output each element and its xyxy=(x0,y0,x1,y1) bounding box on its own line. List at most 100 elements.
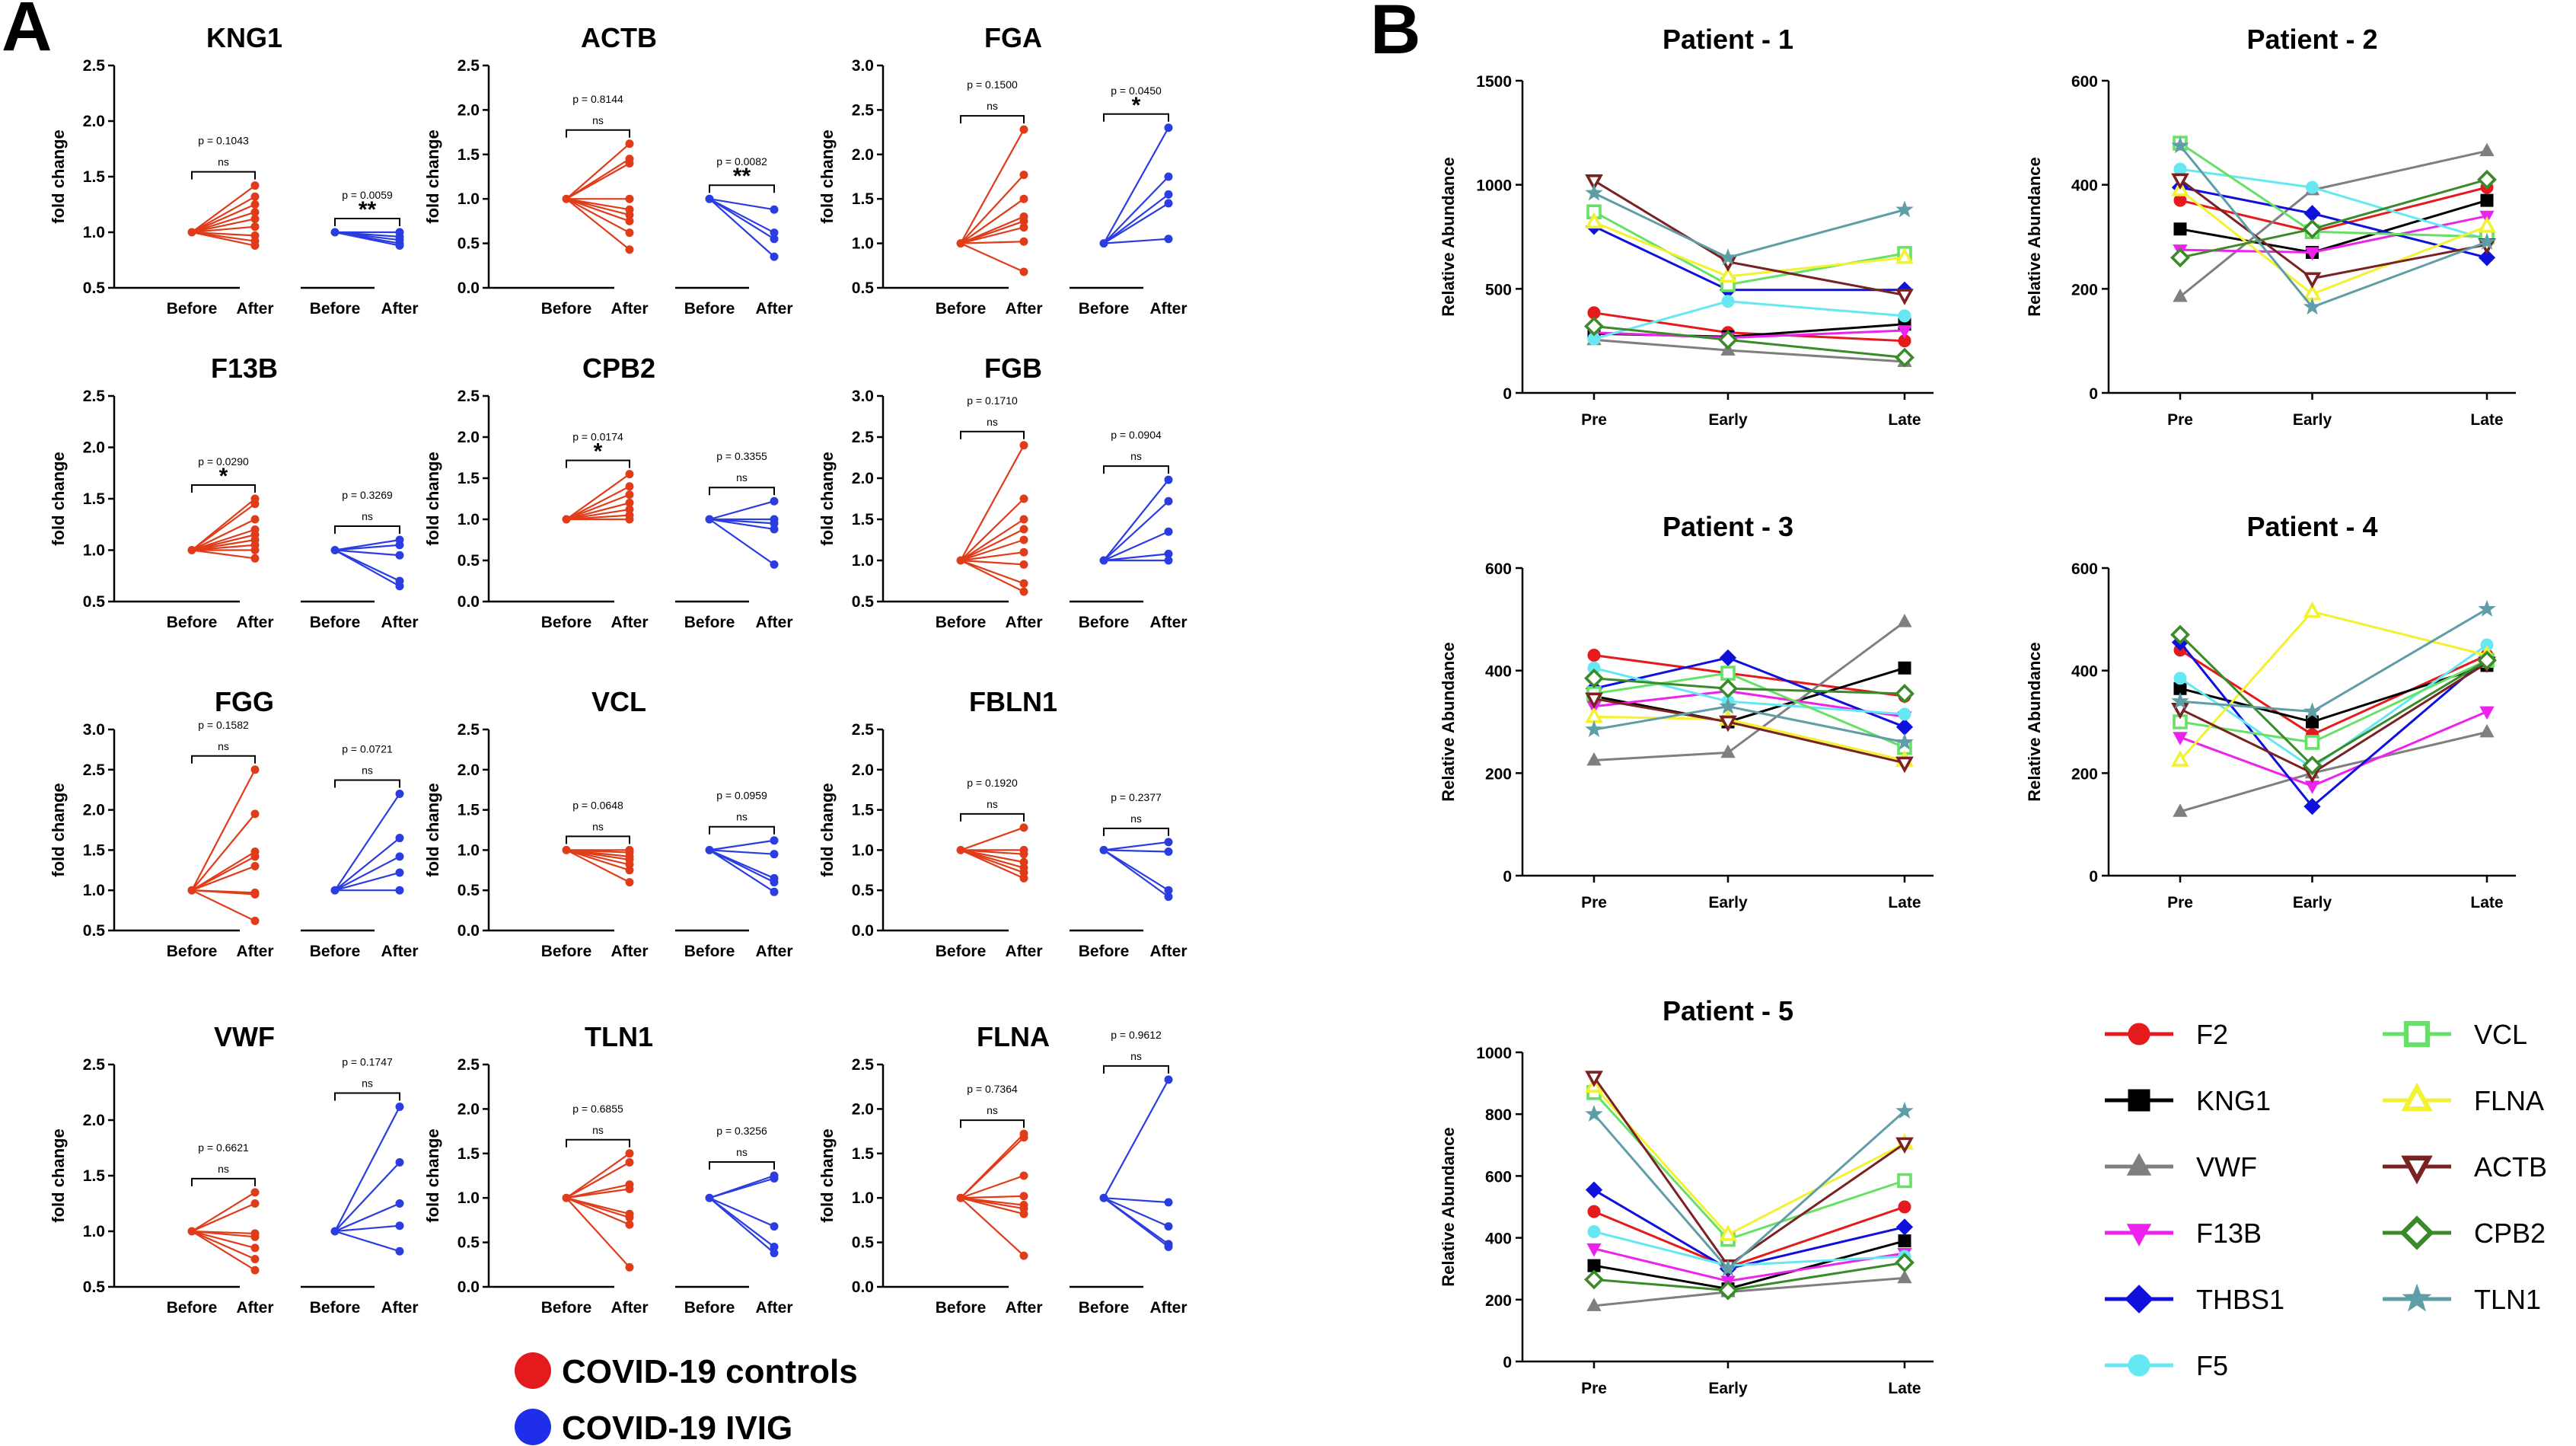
pair-line xyxy=(1103,176,1169,244)
significance-label: * xyxy=(219,464,228,489)
after-point xyxy=(770,228,779,238)
pair-line xyxy=(566,162,630,200)
pair-line xyxy=(191,1230,256,1249)
after-point xyxy=(395,1221,404,1231)
point-vcl xyxy=(2173,714,2188,729)
after-point xyxy=(1164,190,1173,199)
x-tick-label-before: Before xyxy=(167,943,218,960)
panel-b-label: B xyxy=(1370,0,1420,69)
pair-line xyxy=(334,1161,400,1232)
y-tick-label: 2.5 xyxy=(852,101,875,119)
y-tick-label: 600 xyxy=(1485,1168,1512,1186)
after-point xyxy=(625,1157,634,1167)
after-point xyxy=(625,470,634,479)
y-tick-label: 0.5 xyxy=(457,235,480,253)
after-point xyxy=(625,194,634,203)
chart-title: FGG xyxy=(215,686,274,717)
after-point xyxy=(250,1255,260,1263)
point-kng1 xyxy=(2480,193,2494,207)
x-tick-label-after: After xyxy=(1149,943,1187,960)
after-point xyxy=(1164,235,1173,244)
pair-line xyxy=(709,1197,775,1254)
significance-label: ns xyxy=(362,510,373,522)
after-point xyxy=(770,887,779,896)
y-axis-label: fold change xyxy=(49,1128,68,1222)
x-tick-label-before: Before xyxy=(936,300,987,318)
x-tick-label-before: Before xyxy=(684,943,735,960)
x-tick-label-after: After xyxy=(381,943,418,960)
significance-label: ns xyxy=(362,764,373,776)
y-axis-label: fold change xyxy=(49,783,68,876)
x-tick-label-before: Before xyxy=(684,614,735,631)
y-tick-label: 200 xyxy=(1485,1292,1512,1310)
p-value-label: p = 0.1747 xyxy=(342,1055,393,1068)
y-axis-label: Relative Abundance xyxy=(1439,157,1458,316)
fold-change-chart-fbln1: FBLN1 fold change 0.0 0.5 1.0 1.5 2.0 2.5 Before… xyxy=(818,686,1188,960)
point-tln1 xyxy=(1895,200,1914,218)
chart-title: FGA xyxy=(984,22,1042,53)
after-point xyxy=(625,139,634,148)
pair-line xyxy=(1103,1197,1169,1248)
point-f2 xyxy=(1898,1200,1911,1214)
after-point xyxy=(395,834,404,843)
significance-bracket xyxy=(1103,113,1169,122)
x-tick-label-before: Before xyxy=(310,300,361,318)
before-point xyxy=(187,1227,196,1236)
point-tln1 xyxy=(1895,733,1914,750)
y-tick-label: 1.5 xyxy=(83,168,106,186)
pair-line xyxy=(191,1230,256,1260)
y-axis-label: fold change xyxy=(818,1128,837,1222)
after-point xyxy=(770,1242,779,1251)
point-flna xyxy=(2171,750,2189,767)
pair-line xyxy=(960,1195,1025,1199)
after-point xyxy=(770,560,779,569)
point-tln1 xyxy=(1585,720,1603,737)
pair-line xyxy=(960,1197,1025,1256)
y-tick-label: 0 xyxy=(1503,1354,1512,1371)
fold-change-chart-flna: FLNA fold change 0.0 0.5 1.0 1.5 2.0 2.5 Before A… xyxy=(818,1021,1188,1317)
before-point xyxy=(330,228,340,237)
point-actb xyxy=(2171,173,2189,190)
y-tick-label: 2.5 xyxy=(83,1056,106,1074)
p-value-label: p = 0.0082 xyxy=(716,155,767,168)
after-point xyxy=(250,515,260,524)
pair-line xyxy=(1103,479,1169,561)
y-axis-label: fold change xyxy=(818,129,837,223)
point-cpb2 xyxy=(1718,678,1738,699)
pair-line xyxy=(566,849,630,883)
pair-line xyxy=(334,837,400,892)
significance-bracket xyxy=(566,129,630,138)
y-tick-label: 1.5 xyxy=(83,841,106,859)
pair-line xyxy=(960,241,1025,244)
x-tick-label-before: Before xyxy=(541,1299,592,1317)
pair-line xyxy=(709,849,775,855)
after-point xyxy=(625,158,634,168)
y-tick-label: 0.5 xyxy=(83,279,106,297)
p-value-label: p = 0.3256 xyxy=(716,1125,767,1137)
pair-line xyxy=(709,839,775,851)
point-tln1 xyxy=(1585,1104,1603,1122)
x-tick-label: Early xyxy=(1708,894,1748,911)
point-kng1 xyxy=(1898,1234,1911,1248)
after-point xyxy=(625,490,634,500)
y-tick-label: 3.0 xyxy=(852,388,874,405)
point-flna xyxy=(2478,215,2496,233)
after-point xyxy=(1019,1192,1028,1201)
y-tick-label: 1.5 xyxy=(852,190,875,208)
pair-line xyxy=(191,813,256,891)
significance-bracket xyxy=(566,459,630,468)
pair-line xyxy=(334,793,400,891)
y-tick-label: 1.5 xyxy=(852,511,875,528)
p-value-label: p = 0.1582 xyxy=(198,719,249,731)
x-tick-label-before: Before xyxy=(541,614,592,631)
y-tick-label: 0.5 xyxy=(852,593,875,611)
x-tick-label-before: Before xyxy=(541,300,592,318)
y-tick-label: 1.0 xyxy=(852,1189,874,1207)
y-tick-label: 200 xyxy=(1485,765,1512,783)
legend-label: F13B xyxy=(2196,1218,2262,1249)
pair-line xyxy=(709,849,775,893)
pair-line xyxy=(191,519,256,551)
pair-line xyxy=(566,485,630,520)
after-point xyxy=(395,868,404,877)
point-actb xyxy=(1585,692,1603,710)
